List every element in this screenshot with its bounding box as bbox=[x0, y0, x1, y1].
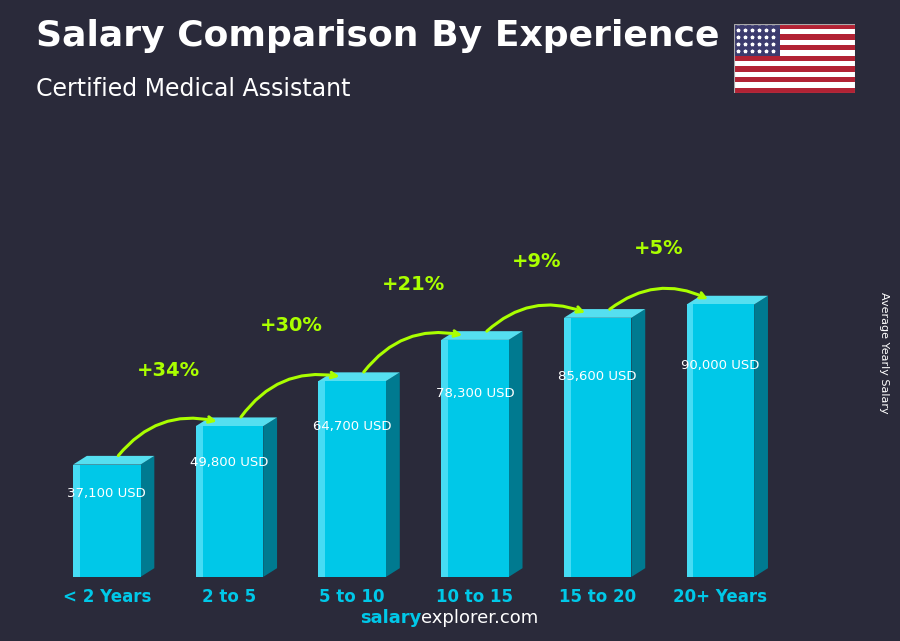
Bar bbox=[734, 24, 779, 56]
Text: +34%: +34% bbox=[137, 361, 200, 380]
Bar bbox=[319, 381, 386, 577]
Polygon shape bbox=[140, 456, 154, 577]
Bar bbox=[564, 318, 571, 577]
Bar bbox=[734, 88, 855, 93]
Text: Salary Comparison By Experience: Salary Comparison By Experience bbox=[36, 19, 719, 53]
Bar bbox=[196, 426, 263, 577]
Text: +30%: +30% bbox=[259, 316, 322, 335]
Text: Average Yearly Salary: Average Yearly Salary bbox=[878, 292, 889, 413]
Polygon shape bbox=[73, 456, 154, 465]
Bar bbox=[73, 465, 80, 577]
Bar bbox=[734, 40, 855, 45]
Bar bbox=[734, 29, 855, 35]
Bar bbox=[734, 72, 855, 77]
Text: +21%: +21% bbox=[382, 274, 446, 294]
Bar bbox=[734, 66, 855, 72]
Polygon shape bbox=[564, 309, 645, 318]
Bar bbox=[734, 56, 855, 61]
Bar bbox=[734, 24, 855, 29]
Polygon shape bbox=[687, 296, 768, 304]
Text: 64,700 USD: 64,700 USD bbox=[313, 420, 392, 433]
Text: +9%: +9% bbox=[511, 253, 561, 272]
Text: Certified Medical Assistant: Certified Medical Assistant bbox=[36, 77, 350, 101]
Polygon shape bbox=[508, 331, 523, 577]
Bar bbox=[734, 51, 855, 56]
Text: +5%: +5% bbox=[634, 239, 684, 258]
Bar bbox=[441, 340, 508, 577]
Text: 78,300 USD: 78,300 USD bbox=[436, 387, 514, 400]
Polygon shape bbox=[441, 331, 523, 340]
Polygon shape bbox=[632, 309, 645, 577]
Text: 37,100 USD: 37,100 USD bbox=[68, 487, 146, 500]
Polygon shape bbox=[319, 372, 400, 381]
Text: salary: salary bbox=[360, 609, 421, 627]
Polygon shape bbox=[196, 417, 277, 426]
Bar bbox=[441, 340, 448, 577]
Polygon shape bbox=[754, 296, 768, 577]
Bar bbox=[734, 35, 855, 40]
Bar bbox=[196, 426, 202, 577]
Text: 90,000 USD: 90,000 USD bbox=[681, 359, 760, 372]
Bar bbox=[319, 381, 325, 577]
Polygon shape bbox=[386, 372, 400, 577]
Text: 49,800 USD: 49,800 USD bbox=[190, 456, 269, 469]
Bar bbox=[734, 61, 855, 66]
Text: 85,600 USD: 85,600 USD bbox=[558, 370, 637, 383]
Bar bbox=[564, 318, 632, 577]
Polygon shape bbox=[263, 417, 277, 577]
Bar bbox=[734, 45, 855, 51]
Text: explorer.com: explorer.com bbox=[421, 609, 538, 627]
Bar bbox=[734, 82, 855, 88]
Bar bbox=[687, 304, 693, 577]
Bar bbox=[73, 465, 140, 577]
Bar bbox=[734, 77, 855, 82]
Bar bbox=[687, 304, 754, 577]
